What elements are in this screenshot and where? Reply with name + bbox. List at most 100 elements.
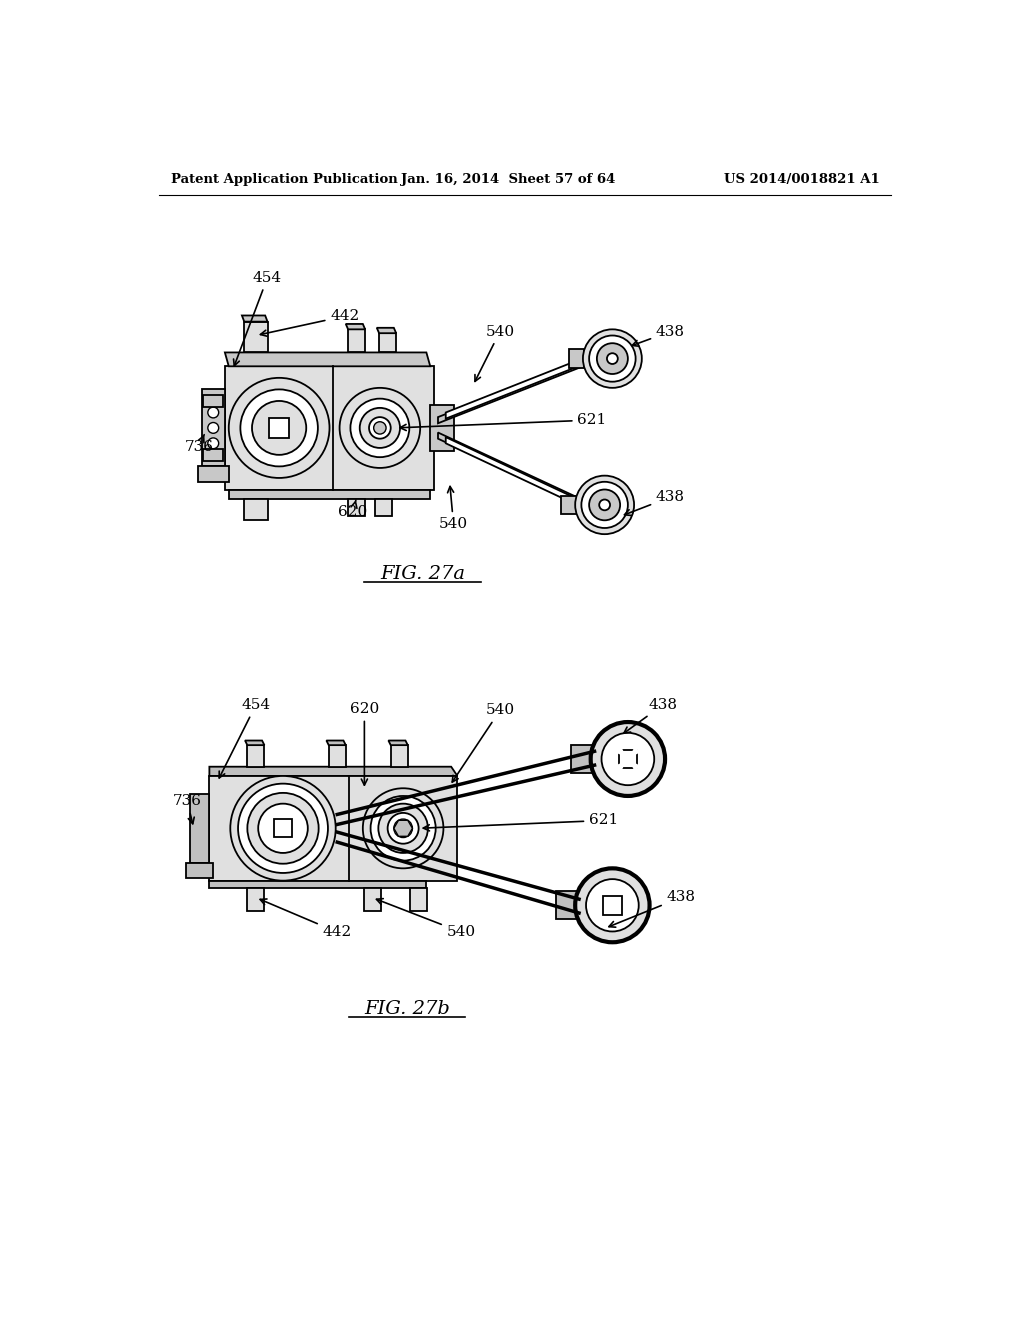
Circle shape: [575, 869, 649, 942]
Circle shape: [589, 490, 621, 520]
Polygon shape: [245, 741, 264, 744]
Bar: [248, 744, 264, 767]
Bar: [329, 744, 346, 767]
Text: 454: 454: [233, 271, 282, 366]
Text: 736: 736: [173, 795, 202, 824]
Bar: [209, 880, 426, 888]
Text: 454: 454: [219, 698, 270, 777]
Bar: [410, 888, 427, 911]
Bar: [430, 405, 454, 451]
Bar: [269, 418, 289, 438]
Bar: [375, 499, 392, 516]
Bar: [571, 744, 593, 774]
Circle shape: [350, 399, 410, 457]
Polygon shape: [242, 315, 267, 322]
Text: FIG. 27a: FIG. 27a: [380, 565, 465, 583]
Circle shape: [208, 422, 219, 433]
Circle shape: [369, 417, 391, 438]
Bar: [569, 350, 585, 368]
Polygon shape: [388, 741, 408, 744]
Text: Patent Application Publication: Patent Application Publication: [171, 173, 397, 186]
Text: 620: 620: [338, 500, 368, 520]
Polygon shape: [438, 433, 587, 508]
Circle shape: [362, 788, 443, 869]
Polygon shape: [445, 437, 590, 511]
Polygon shape: [445, 352, 598, 418]
Bar: [556, 891, 578, 919]
Text: 621: 621: [423, 813, 618, 830]
Bar: [198, 466, 228, 482]
Polygon shape: [377, 327, 396, 333]
Bar: [391, 744, 408, 767]
Bar: [245, 499, 267, 520]
Circle shape: [378, 804, 428, 853]
Polygon shape: [394, 820, 413, 837]
Circle shape: [228, 378, 330, 478]
Text: Jan. 16, 2014  Sheet 57 of 64: Jan. 16, 2014 Sheet 57 of 64: [400, 173, 615, 186]
Text: 736: 736: [184, 434, 213, 454]
Circle shape: [601, 733, 654, 785]
Circle shape: [371, 796, 435, 861]
Circle shape: [359, 408, 400, 447]
Polygon shape: [346, 323, 366, 330]
Circle shape: [617, 763, 624, 770]
Circle shape: [248, 793, 318, 863]
Circle shape: [252, 401, 306, 455]
Circle shape: [575, 475, 634, 535]
Bar: [348, 499, 366, 516]
Circle shape: [238, 784, 328, 873]
Text: US 2014/0018821 A1: US 2014/0018821 A1: [724, 173, 880, 186]
Bar: [348, 330, 366, 352]
Circle shape: [230, 776, 336, 880]
Polygon shape: [209, 767, 458, 776]
Bar: [186, 863, 213, 878]
Bar: [274, 818, 292, 837]
Circle shape: [374, 422, 386, 434]
Circle shape: [607, 354, 617, 364]
Bar: [603, 896, 622, 915]
Circle shape: [340, 388, 420, 469]
Text: 438: 438: [609, 891, 695, 927]
Text: FIG. 27b: FIG. 27b: [365, 1001, 450, 1018]
Text: 442: 442: [260, 309, 359, 337]
Circle shape: [258, 804, 308, 853]
Text: 438: 438: [625, 490, 685, 515]
Polygon shape: [225, 352, 430, 367]
Text: 540: 540: [453, 704, 515, 781]
Circle shape: [597, 343, 628, 374]
Text: 540: 540: [377, 899, 476, 939]
Polygon shape: [225, 367, 434, 490]
Circle shape: [394, 818, 413, 838]
Bar: [202, 389, 225, 466]
Polygon shape: [228, 490, 430, 499]
Bar: [364, 888, 381, 911]
Text: 438: 438: [632, 325, 685, 346]
Bar: [245, 322, 267, 352]
Bar: [379, 333, 396, 352]
Bar: [561, 496, 577, 515]
Polygon shape: [327, 741, 346, 744]
Bar: [203, 395, 223, 407]
Bar: [190, 793, 209, 863]
Circle shape: [633, 748, 639, 755]
Text: 540: 540: [439, 487, 468, 531]
Text: 540: 540: [475, 325, 515, 381]
Text: 620: 620: [350, 702, 379, 785]
Circle shape: [208, 407, 219, 418]
Bar: [618, 750, 637, 768]
Circle shape: [586, 879, 639, 932]
Polygon shape: [438, 355, 595, 424]
Circle shape: [583, 330, 642, 388]
Text: 621: 621: [400, 413, 607, 430]
Bar: [203, 449, 223, 461]
Circle shape: [241, 389, 317, 466]
Bar: [209, 776, 458, 880]
Circle shape: [208, 438, 219, 449]
Circle shape: [582, 482, 628, 528]
Circle shape: [633, 763, 639, 770]
Circle shape: [599, 499, 610, 511]
Bar: [248, 888, 264, 911]
Circle shape: [589, 335, 636, 381]
Circle shape: [388, 813, 419, 843]
Text: 438: 438: [624, 698, 677, 733]
